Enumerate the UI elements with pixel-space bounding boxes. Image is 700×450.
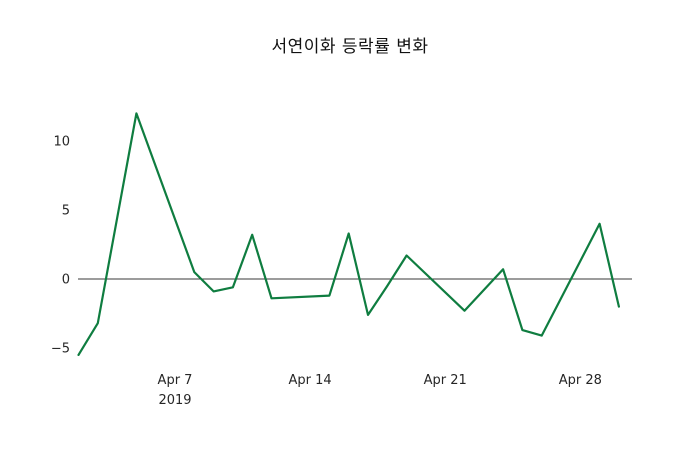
y-tick-label: 10 xyxy=(53,135,70,150)
price-change-line-series xyxy=(77,112,621,356)
x-tick-year-label: 2019 xyxy=(158,393,191,408)
x-tick-label: Apr 28 xyxy=(559,373,602,388)
y-tick-label: 5 xyxy=(62,204,70,219)
y-tick-label: −5 xyxy=(51,342,70,357)
x-tick-label: Apr 21 xyxy=(424,373,467,388)
x-tick-label: Apr 14 xyxy=(289,373,332,388)
x-tick-label: Apr 7 xyxy=(158,373,193,388)
y-tick-label: 0 xyxy=(62,273,70,288)
chart-title: 서연이화 등락률 변화 xyxy=(271,37,429,57)
